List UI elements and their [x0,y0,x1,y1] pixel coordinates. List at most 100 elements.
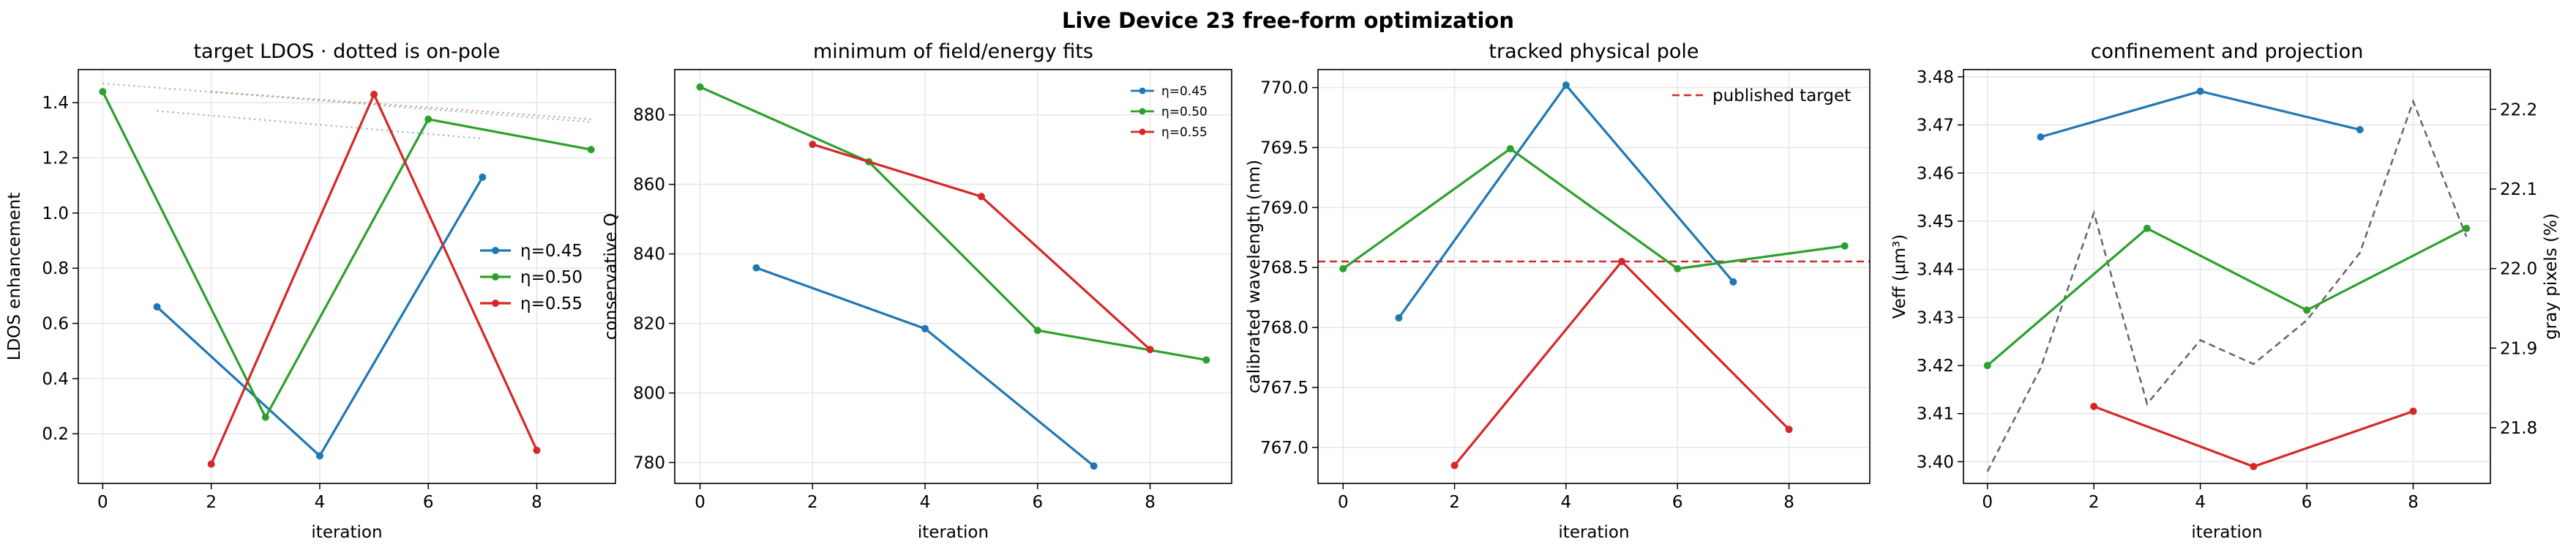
y-tick-label: 3.47 [1917,116,1954,136]
series-line [1986,227,2468,367]
legend-label: η=0.55 [1161,125,1208,140]
y-axis-label: LDOS enhancement [5,193,24,360]
y-axis-label: calibrated wavelength (nm) [1245,160,1264,393]
series-point [2356,126,2364,134]
series-point [99,88,107,96]
series-point [261,413,269,421]
y-tick-label: 768.5 [1260,259,1308,278]
series-point [2037,133,2045,141]
series-point [1146,346,1154,354]
plot-frame [674,69,1232,484]
legend-marker [492,273,499,281]
series-point [1983,362,1991,370]
series-point [1339,264,1347,272]
chart-panel-2: 0 2 4 6 8 780 800 820 840 860 880 minimum of field/… [602,40,1232,542]
y-tick-label: 769.0 [1260,198,1308,218]
series-point [1090,462,1098,470]
x-tick-label: 4 [920,493,931,512]
series-line [1342,147,1845,270]
y-tick-label: 3.42 [1917,357,1954,376]
x-tick-label: 2 [206,493,217,512]
x-axis-label: iteration [2191,523,2262,542]
series-point [1674,264,1682,272]
legend-label: η=0.45 [1161,84,1208,99]
x-tick-label: 6 [423,493,434,512]
series-point [2463,224,2471,232]
legend-marker [492,247,499,254]
legend-label: η=0.45 [520,242,583,261]
x-tick-label: 2 [1449,493,1460,512]
x-tick-label: 0 [1982,493,1993,512]
y-tick-label: 0.6 [42,315,69,334]
legend-marker [492,300,499,307]
y-tick-label: 3.44 [1917,261,1954,280]
chart-title: tracked physical pole [1489,40,1699,63]
series-line [1453,260,1790,467]
x-tick-label: 6 [1032,493,1043,512]
y-tick-label: 3.48 [1917,68,1954,87]
x-tick-label: 8 [1145,493,1156,512]
legend-marker [1139,108,1146,115]
x-axis-label: iteration [1558,523,1629,542]
series-line [699,86,1207,362]
plot-frame [1963,69,2491,484]
series-line [2093,405,2414,468]
series-point [2196,87,2204,95]
y-tick-label: 0.8 [42,259,69,278]
series-point [207,460,215,468]
y-tick-label: 767.5 [1260,379,1308,398]
y-tick-label: 800 [633,385,665,404]
y-tick-label: 3.45 [1917,212,1954,231]
series-point [479,173,487,181]
y-tick-label: 767.0 [1260,439,1308,458]
series-line [812,143,1151,351]
y-tick-label: 3.40 [1917,453,1954,472]
y2-tick-label: 22.2 [2500,100,2537,119]
y-tick-label: 780 [633,454,665,473]
x-tick-label: 6 [1672,493,1683,512]
x-tick-label: 0 [694,493,705,512]
chart-title: confinement and projection [2091,40,2364,63]
y2-tick-label: 22.0 [2500,260,2537,279]
series-point [2250,463,2258,471]
series-point [2090,402,2098,410]
legend-marker [1139,128,1146,136]
y-tick-label: 769.5 [1260,138,1308,157]
y-tick-label: 3.43 [1917,308,1954,327]
series-point [1450,461,1459,470]
series-point [370,90,378,98]
legend-label: η=0.50 [1161,105,1208,119]
x-tick-label: 8 [2408,493,2419,512]
series-line [101,91,591,419]
y-tick-label: 3.46 [1917,164,1954,183]
legend-label: η=0.55 [520,294,583,313]
series-point [1841,242,1849,250]
series-point [2303,306,2311,314]
figure-suptitle: Live Device 23 free-form optimization [1062,8,1514,33]
y-tick-label: 1.0 [42,204,69,223]
series-point [1033,327,1041,335]
x-axis-label: iteration [311,523,382,542]
x-tick-label: 0 [97,493,108,512]
y-tick-label: 860 [633,176,665,195]
x-tick-label: 4 [2195,493,2206,512]
y-tick-label: 840 [633,245,665,264]
y-tick-label: 1.4 [42,94,69,113]
series-point [809,141,817,149]
y-tick-label: 0.4 [42,370,69,389]
x-tick-label: 8 [531,493,542,512]
y2-tick-label: 21.8 [2500,419,2537,438]
series-point [2143,224,2151,232]
y-tick-label: 880 [633,106,665,125]
series-point [1202,356,1210,364]
y-tick-label: 0.2 [42,425,69,444]
y-tick-label: 3.41 [1917,405,1954,424]
y-tick-label: 768.0 [1260,319,1308,338]
series-point [921,324,929,333]
y-axis-label: Veff (µm³) [1890,234,1909,319]
series-point [1729,278,1737,286]
chart-title: minimum of field/energy fits [813,40,1093,63]
legend-label: η=0.50 [520,268,583,287]
y-tick-label: 820 [633,315,665,334]
